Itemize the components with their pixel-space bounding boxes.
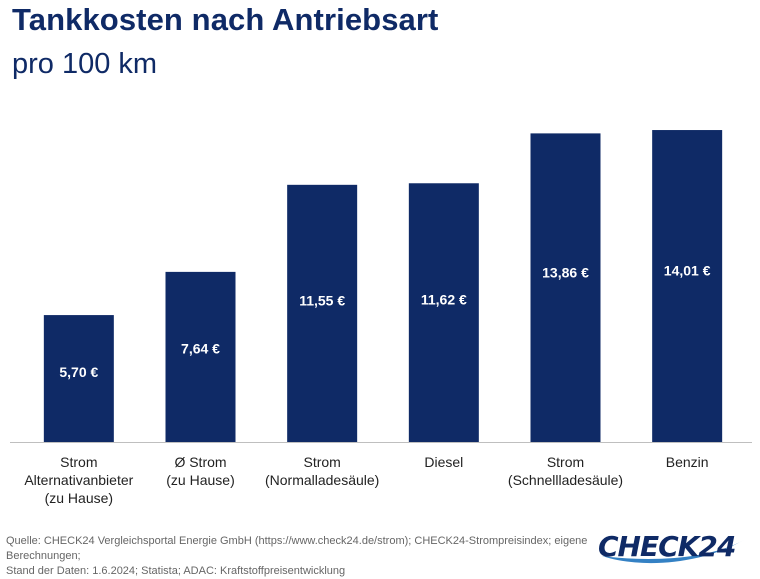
bar-value-label-2: 11,55 €: [299, 293, 345, 309]
logo-wordmark: CHECK24: [598, 529, 736, 563]
chart-title: Tankkosten nach Antriebsart: [12, 2, 439, 37]
source-line-1: Quelle: CHECK24 Vergleichsportal Energie…: [6, 535, 588, 562]
category-label-line: (Schnellladesäule): [508, 472, 623, 488]
category-label-line: (Normalladesäule): [265, 472, 379, 488]
source-note: Quelle: CHECK24 Vergleichsportal Energie…: [6, 534, 606, 579]
check24-logo: CHECK24: [598, 526, 744, 566]
category-label-4: Strom (Schnellladesäule): [508, 454, 623, 488]
category-label-line: Strom: [547, 454, 584, 470]
category-label-line: (zu Hause): [166, 472, 234, 488]
bar-4: [530, 133, 601, 442]
category-label-line: (zu Hause): [45, 490, 113, 506]
bar-value-label-1: 7,64 €: [181, 340, 220, 356]
category-label-2: Strom (Normalladesäule): [265, 454, 379, 488]
category-label-1: Ø Strom (zu Hause): [166, 454, 234, 488]
category-label-line: Diesel: [424, 454, 463, 470]
category-label-line: Benzin: [666, 454, 709, 470]
bar-value-label-0: 5,70 €: [59, 364, 98, 380]
bar-0: [43, 315, 114, 442]
category-label-3: Diesel: [424, 454, 463, 470]
category-label-5: Benzin: [666, 454, 709, 470]
bar-value-label-3: 11,62 €: [421, 292, 467, 308]
bar-2: [287, 184, 358, 442]
bar-3: [408, 183, 479, 442]
source-line-2: Stand der Daten: 1.6.2024; Statista; ADA…: [6, 565, 346, 577]
bar-chart: 5,70 € Strom Alternativanbieter (zu Hause) 7…: [10, 130, 752, 506]
bar-value-label-5: 14,01 €: [664, 262, 711, 278]
category-label-line: Ø Strom: [174, 454, 226, 470]
category-label-0: Strom Alternativanbieter (zu Hause): [24, 454, 133, 506]
bar-1: [165, 271, 236, 442]
chart-subtitle: pro 100 km: [12, 48, 158, 80]
category-label-line: Strom: [60, 454, 97, 470]
logo-swoosh-icon: [602, 540, 744, 564]
category-label-line: Alternativanbieter: [24, 472, 133, 488]
bar-5: [652, 130, 723, 442]
category-label-line: Strom: [303, 454, 340, 470]
bar-value-label-4: 13,86 €: [542, 264, 589, 280]
